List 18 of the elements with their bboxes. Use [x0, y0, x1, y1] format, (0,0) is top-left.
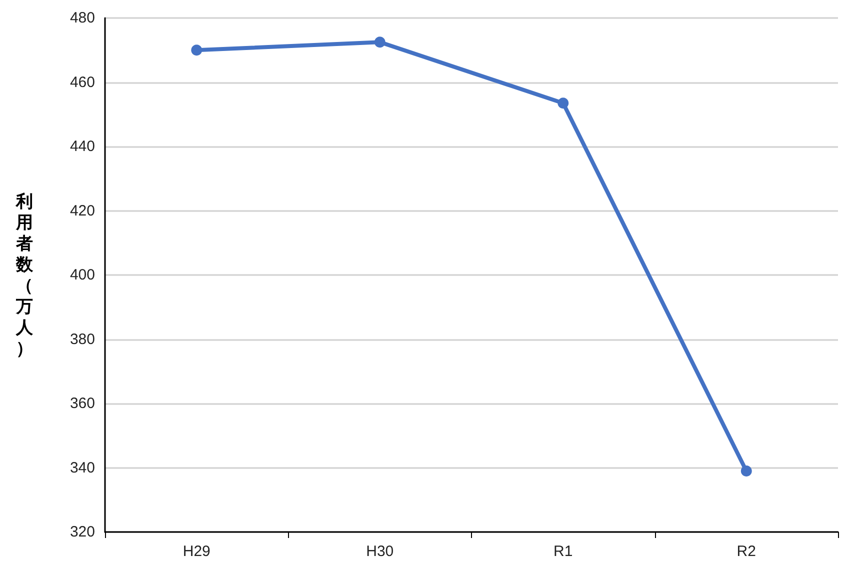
- y-tick-label: 460: [70, 74, 95, 91]
- y-tick-label: 340: [70, 459, 95, 476]
- point: [191, 44, 202, 56]
- y-tick-label: 320: [70, 524, 95, 540]
- point: [740, 465, 752, 476]
- y-tick-label: 380: [70, 330, 95, 348]
- x-tick-label: H29: [182, 543, 210, 560]
- point: [558, 98, 569, 109]
- y-tick-label: 400: [70, 266, 95, 284]
- x-tick-label: R1: [554, 543, 573, 560]
- y-tick-label: 480: [70, 10, 95, 26]
- point: [374, 36, 386, 48]
- y-tick-label: 360: [70, 395, 95, 412]
- y-tick-label: 420: [70, 202, 95, 220]
- y-axis-title: 利用者数（万人）: [15, 192, 34, 358]
- y-tick-label: 440: [70, 138, 95, 155]
- x-tick-label: H30: [366, 543, 394, 560]
- x-tick-label: R2: [736, 543, 756, 560]
